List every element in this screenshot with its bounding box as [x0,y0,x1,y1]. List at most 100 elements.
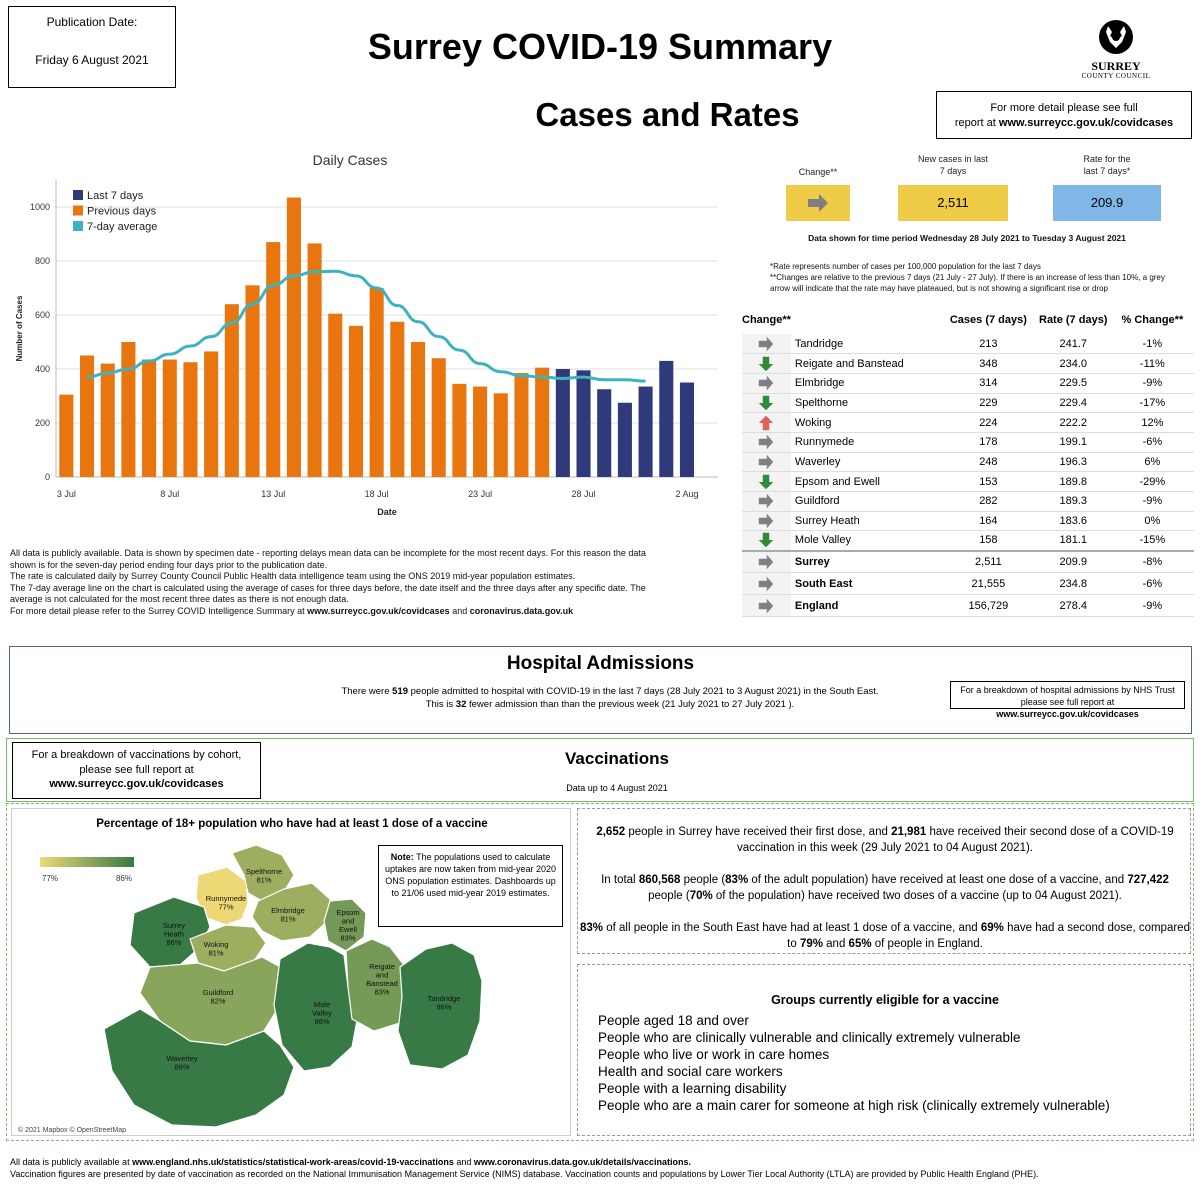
rate-cell: 181.1 [1035,530,1111,552]
map-district[interactable] [273,942,359,1072]
dose-p3-d: have had a second dose, compared [1003,922,1190,934]
hosp-l1-b: people admitted to hospital with COVID-1… [408,686,879,697]
col-name [791,306,941,334]
map-label: Banstead [366,979,398,988]
cases-cell: 213 [940,334,1036,355]
kpi-cases-value: 2,511 [898,185,1008,221]
x-tick-label: 3 Jul [57,489,76,499]
map-label: Heath [164,930,184,939]
map-district[interactable] [139,956,285,1046]
notes-link2[interactable]: coronavirus.data.gov.uk [469,605,574,616]
bar [514,373,529,477]
hospital-title: Hospital Admissions [506,653,695,674]
x-tick-label: 13 Jul [261,489,285,499]
arrow-right-icon [808,194,828,212]
pct-cell: -17% [1110,393,1194,414]
change-cell [742,373,791,394]
bar [369,288,384,477]
footer-link2[interactable]: www.coronavirus.data.gov.uk/details/vacc… [473,1157,691,1167]
footer: All data is publicly available at www.en… [10,1156,1190,1180]
dose-eng-second: 65% [848,937,872,950]
pct-cell: -6% [1110,572,1194,596]
map-district[interactable] [323,898,367,952]
legend-swatch [73,190,83,200]
detail-link[interactable]: www.surreycc.gov.uk/covidcases [998,117,1174,129]
map-label: Spelthorne [246,867,282,876]
note-line: average is not calculated for the most r… [10,594,349,605]
map-district[interactable] [195,866,249,926]
bar [452,383,467,477]
table-row: Elmbridge 314 229.5 -9% [742,373,1194,394]
map-panel: Percentage of 18+ population who have ha… [11,808,571,1136]
kpi-change-label: Change** [798,167,838,177]
bar [100,363,115,477]
table-row: Tandridge 213 241.7 -1% [742,334,1194,355]
dose-p2-g: people ( [648,889,690,902]
pct-cell: 6% [1110,452,1194,473]
district-name: Epsom and Ewell [790,471,941,492]
vacc-box-link[interactable]: www.surreycc.gov.uk/covidcases [49,778,224,790]
map-district[interactable] [397,942,483,1070]
cases-cell: 348 [940,353,1036,374]
arrow-down-icon [759,474,774,489]
table-row: Spelthorne 229 229.4 -17% [742,393,1194,414]
change-cell [742,334,791,355]
x-tick-label: 2 Aug [675,489,698,499]
cases-cell: 229 [940,393,1036,414]
cases-cell: 248 [940,452,1036,473]
arrow-down-icon [759,395,774,411]
dose-total-second: 727,422 [1127,874,1169,886]
pct-cell: 0% [1110,511,1194,532]
map-district[interactable] [103,1008,295,1128]
bar [79,355,95,477]
page-title: Surrey COVID-19 Summary [367,26,833,67]
cases-cell: 156,729 [940,594,1036,618]
pct-cell: -9% [1110,491,1194,512]
map-label: 86% [166,938,181,947]
hosp-box-link[interactable]: www.surreycc.gov.uk/covidcases [996,709,1139,719]
notes-link1[interactable]: www.surreycc.gov.uk/covidcases [307,605,450,616]
pct-cell: -8% [1110,549,1194,574]
change-cell [742,432,791,453]
stag-icon [1099,20,1133,54]
kpi-change-box [786,185,850,221]
surrey-map[interactable]: 77% 86%Runnymede77%Spelthorne81%SurreyHea… [12,809,572,1137]
map-label: Waverley [167,1054,198,1063]
map-label: Epsom [336,908,359,917]
pct-cell: 12% [1110,412,1194,433]
hospital-link-box: For a breakdown of hospital admissions b… [950,681,1185,719]
eligible-group: People with a learning disability [598,1081,787,1096]
map-label: and [376,971,389,980]
change-cell [742,452,791,473]
footnote-3: arrow will indicate that the rate may ha… [770,284,1108,293]
dose-se-first: 83% [580,922,604,934]
arrow-up-icon [759,415,774,430]
notes-last-mid: and [449,605,470,616]
legend-swatch [73,221,83,231]
district-name: Mole Valley [790,530,941,552]
pct-cell: -6% [1110,432,1194,453]
hospital-section: Hospital Admissions There were 519 peopl… [9,646,1192,734]
arrow-right-icon [759,376,774,391]
footer-link1[interactable]: www.england.nhs.uk/statistics/statistica… [132,1157,454,1167]
dose-p3-e: to [787,937,800,950]
bar [493,393,508,477]
bar [597,389,612,477]
change-cell [742,549,791,574]
table-row: England 156,729 278.4 -9% [742,594,1194,618]
hosp-diff: 32 [455,699,467,710]
logo-name: SURREY [1091,59,1141,73]
bar [431,358,446,477]
map-label: 81% [208,949,223,958]
bar [142,359,157,477]
map-label: and [342,917,355,926]
dose-p3-g: and [822,937,849,950]
eligible-group: People who are a main carer for someone … [598,1098,1110,1113]
dose-p1: 2,652 people in Surrey have received the… [578,825,1192,856]
dose-p1-e: vaccination in this week (29 July 2021 t… [737,841,1033,854]
map-district[interactable] [251,882,331,942]
change-cell [742,353,791,374]
bar [224,304,239,477]
kpi-rate-label-2: last 7 days* [1083,166,1131,176]
legend-label: Previous days [87,206,157,218]
